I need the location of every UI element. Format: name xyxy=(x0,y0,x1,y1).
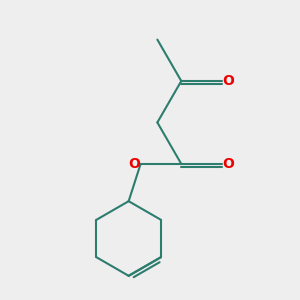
Text: O: O xyxy=(222,157,234,171)
Text: O: O xyxy=(129,157,141,171)
Text: O: O xyxy=(222,74,234,88)
